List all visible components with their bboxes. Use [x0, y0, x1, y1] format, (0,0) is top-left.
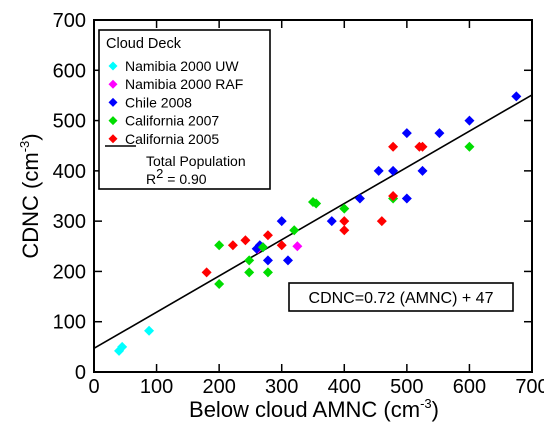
legend: Cloud Deck Namibia 2000 UW Namibia 2000 R… [98, 29, 271, 190]
data-point [289, 225, 300, 236]
y-axis-title: CDNC (cm-3) [17, 133, 43, 258]
equation-frame [288, 282, 514, 312]
x-tick-label: 400 [328, 376, 361, 398]
plot-axes [93, 19, 533, 373]
data-point [262, 267, 273, 278]
data-point [282, 255, 293, 266]
data-point [292, 241, 303, 252]
plot-frame [93, 19, 533, 373]
data-point [339, 216, 350, 227]
legend-marker [108, 61, 118, 71]
equation-text: CDNC=0.72 (AMNC) + 47 [309, 290, 494, 307]
x-tick-label: 0 [88, 376, 99, 398]
data-point [257, 242, 268, 253]
y-tick-label: 500 [53, 111, 86, 133]
data-point [214, 279, 225, 289]
data-point [244, 255, 255, 266]
x-tick-label: 100 [140, 376, 173, 398]
data-point [311, 198, 322, 209]
data-point [376, 216, 387, 227]
legend-marker [108, 134, 118, 144]
legend-fit-label: Total Population [146, 153, 246, 169]
y-tick-label: 700 [53, 10, 86, 32]
data-point [401, 128, 412, 139]
data-point [201, 267, 212, 278]
y-tick-label: 100 [53, 312, 86, 334]
data-point [388, 191, 399, 201]
legend-item-label: California 2007 [125, 113, 219, 129]
legend-marker [108, 97, 118, 107]
y-tick-label: 600 [53, 60, 86, 82]
data-point [276, 216, 287, 227]
equation-box: CDNC=0.72 (AMNC) + 47 [288, 282, 514, 312]
data-point [276, 240, 287, 251]
x-axis-title: Below cloud AMNC (cm-3) [189, 396, 439, 422]
legend-title: Cloud Deck [106, 36, 182, 52]
data-point [214, 240, 225, 251]
regression-line [93, 94, 533, 350]
y-tick-label: 400 [53, 161, 86, 183]
y-tick-label: 0 [75, 362, 86, 384]
data-point [117, 341, 128, 352]
data-point [244, 267, 255, 278]
y-tick-label: 200 [53, 261, 86, 283]
data-point [339, 225, 350, 236]
data-point [401, 193, 412, 204]
data-point [262, 255, 273, 266]
x-tick-label: 300 [265, 376, 298, 398]
data-point [262, 230, 273, 241]
data-point [388, 165, 399, 176]
data-point [373, 165, 384, 176]
legend-item-label: Chile 2008 [125, 94, 192, 110]
data-point [339, 203, 350, 214]
x-tick-label: 600 [453, 376, 486, 398]
data-point [511, 91, 522, 102]
data-point [326, 216, 337, 227]
legend-item-label: Namibia 2000 UW [125, 58, 239, 74]
data-point [227, 240, 238, 251]
legend-box [98, 29, 271, 190]
data-point [434, 128, 445, 139]
legend-marker [108, 79, 118, 89]
data-point [464, 115, 475, 126]
fit-line [93, 94, 533, 350]
y-tick-label: 300 [53, 211, 86, 233]
data-point [417, 141, 428, 152]
axis-ticks: 0 100 200 300 400 500 600 700 0 100 200 300 400 500 60… [53, 10, 544, 398]
legend-r2: R2 = 0.90 [146, 166, 207, 187]
x-tick-label: 200 [202, 376, 235, 398]
legend-item-label: California 2005 [125, 131, 219, 147]
data-point [464, 141, 475, 152]
data-point [354, 193, 365, 204]
data-point [388, 141, 399, 152]
legend-item-label: Namibia 2000 RAF [125, 76, 243, 92]
x-tick-label: 700 [515, 376, 544, 398]
data-point [417, 165, 428, 176]
data-point [144, 325, 155, 336]
legend-marker [108, 116, 118, 126]
data-point [240, 235, 251, 246]
data-points [114, 91, 522, 356]
x-tick-label: 500 [390, 376, 423, 398]
